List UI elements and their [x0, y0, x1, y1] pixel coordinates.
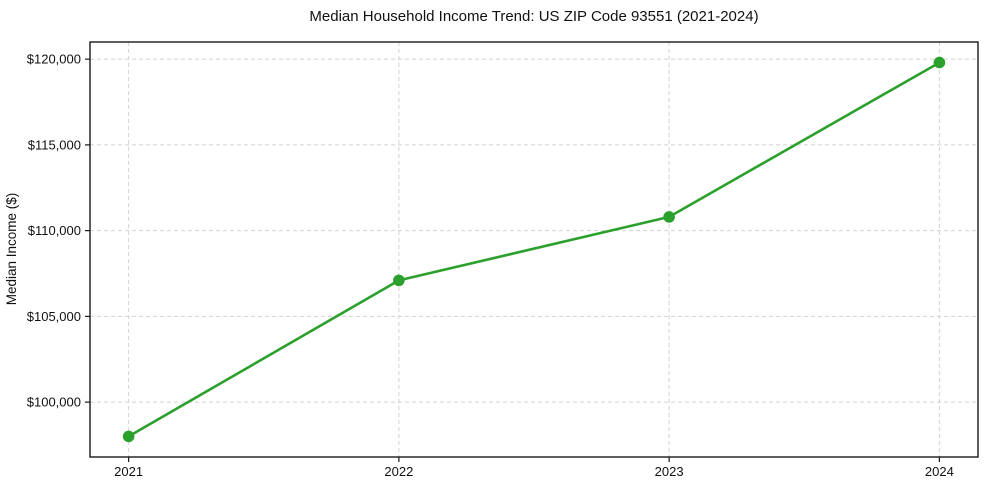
chart-title: Median Household Income Trend: US ZIP Co… [309, 8, 758, 25]
x-tick-label: 2023 [655, 464, 684, 479]
plot-border [89, 41, 979, 458]
axes-layer: $100,000 $105,000 $110,000 $115,000 $120,000… [27, 41, 979, 479]
grid-layer [90, 42, 978, 457]
x-tick-label: 2021 [114, 464, 143, 479]
series-line [127, 61, 941, 438]
data-point-marker [933, 56, 946, 69]
data-point-marker [663, 211, 675, 223]
series-layer [122, 56, 946, 443]
y-tick-label: $105,000 [27, 309, 81, 324]
y-tick-label: $110,000 [28, 223, 81, 238]
data-point-marker [122, 430, 135, 443]
y-tick-label: $115,000 [28, 137, 81, 152]
y-axis-label: Median Income ($) [4, 193, 19, 306]
x-tick-label: 2024 [925, 464, 954, 479]
x-tick-label: 2022 [384, 464, 413, 479]
y-tick-label: $100,000 [27, 395, 81, 410]
y-tick-label: $120,000 [27, 52, 81, 67]
data-point-marker [393, 274, 405, 287]
